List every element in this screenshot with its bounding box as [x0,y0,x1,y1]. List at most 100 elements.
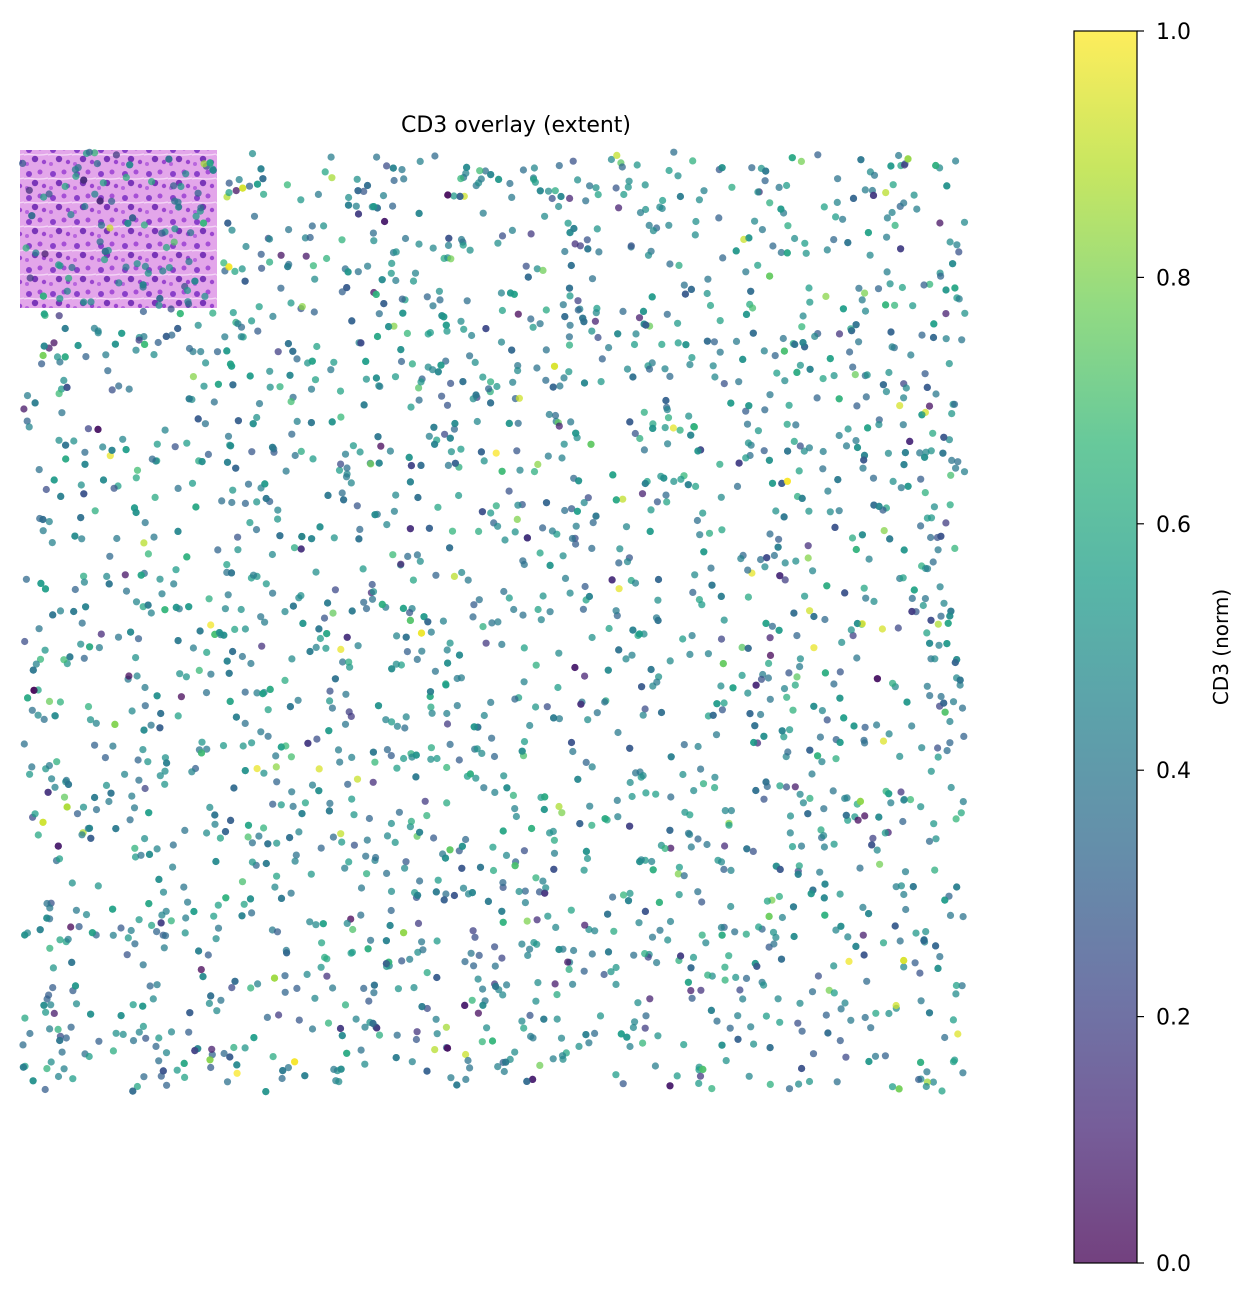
scatter-point [555,422,563,430]
scatter-point [807,890,815,898]
scatter-point [55,312,63,320]
scatter-point [612,184,620,192]
scatter-point [403,648,411,656]
scatter-point [727,399,735,407]
scatter-point [365,814,373,823]
scatter-point [210,912,218,920]
scatter-point [141,519,149,527]
scatter-point [684,481,692,489]
scatter-point [70,437,78,445]
scatter-point [260,769,268,777]
scatter-point [140,726,148,734]
scatter-point [865,910,873,918]
scatter-point [67,211,75,219]
scatter-point [28,212,36,220]
scatter-point [853,619,862,628]
scatter-point [172,566,180,574]
scatter-point [801,592,809,600]
scatter-point [899,421,907,429]
scatter-point [721,963,729,971]
scatter-point [615,204,623,212]
scatter-point [891,922,899,930]
scatter-point [948,410,956,418]
scatter-point [629,1023,638,1032]
scatter-point [558,809,566,817]
scatter-point [676,426,684,434]
scatter-point [241,277,249,285]
scatter-point [721,842,729,850]
scatter-point [526,1011,534,1020]
scatter-point [248,839,256,847]
scatter-point [523,917,531,925]
scatter-point [23,392,32,400]
scatter-point [734,1035,742,1043]
scatter-point [908,594,916,603]
scatter-point [229,486,237,494]
scatter-point [436,296,444,304]
scatter-point [214,901,222,909]
scatter-point [696,1072,705,1080]
scatter-point [479,623,487,631]
scatter-point [117,1012,125,1020]
scatter-point [733,482,742,490]
scatter-point [612,496,620,504]
scatter-point [194,321,202,329]
scatter-point [331,586,339,594]
scatter-point [908,607,916,616]
scatter-point [766,530,774,538]
scatter-point [56,936,64,944]
scatter-point [960,468,969,476]
scatter-point [593,709,601,717]
scatter-point [401,864,409,872]
scatter-point [566,194,574,202]
scatter-point [240,900,248,908]
scatter-point [444,241,453,249]
scatter-point [183,439,191,447]
scatter-point [231,977,239,985]
scatter-point [472,774,480,782]
scatter-point [121,571,129,579]
scatter-point [132,598,141,606]
scatter-point [390,507,398,515]
scatter-point [427,744,435,752]
scatter-point [427,703,435,711]
scatter-point [150,533,158,541]
scatter-point [416,877,424,885]
scatter-point [863,977,871,985]
scatter-point [431,440,439,448]
scatter-point [630,340,639,349]
scatter-point [593,225,601,233]
colorbar: 0.00.20.40.60.81.0 CD3 (norm) [1073,20,1233,1277]
scatter-point [804,542,812,550]
scatter-point [595,248,603,256]
scatter-point [836,890,844,898]
scatter-point [559,301,567,309]
scatter-point [539,524,547,532]
scatter-point [319,920,327,928]
scatter-point [455,756,463,764]
scatter-point [656,203,664,211]
scatter-point [776,865,784,874]
scatter-point [481,167,490,175]
scatter-point [518,747,526,755]
scatter-point [469,927,477,935]
scatter-point [589,519,597,527]
scatter-point [885,730,893,738]
scatter-point [930,320,938,328]
scatter-point [56,1036,64,1045]
scatter-point [174,324,182,333]
scatter-point [373,153,381,161]
scatter-point [616,545,624,553]
scatter-point [172,603,180,612]
scatter-point [442,1023,450,1031]
scatter-point [234,546,242,554]
scatter-point [412,751,420,759]
scatter-point [777,955,786,963]
scatter-point [277,743,285,751]
colorbar-tick-label: 0.2 [1156,1006,1191,1031]
scatter-point [370,203,378,211]
scatter-point [700,187,708,195]
scatter-point [927,767,935,775]
scatter-point [360,984,368,993]
scatter-point [757,675,766,683]
